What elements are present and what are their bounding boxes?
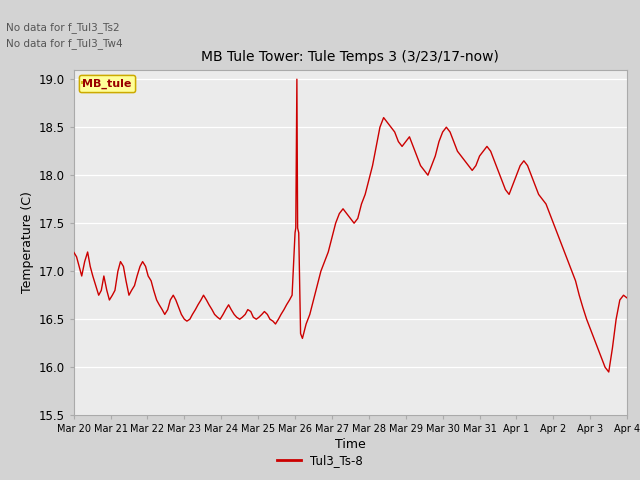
Title: MB Tule Tower: Tule Temps 3 (3/23/17-now): MB Tule Tower: Tule Temps 3 (3/23/17-now… [202,50,499,64]
Text: No data for f_Tul3_Ts2: No data for f_Tul3_Ts2 [6,22,120,33]
Legend: Tul3_Ts-8: Tul3_Ts-8 [273,449,367,472]
X-axis label: Time: Time [335,438,366,451]
Y-axis label: Temperature (C): Temperature (C) [21,192,35,293]
Legend: MB_tule: MB_tule [79,75,135,92]
Text: No data for f_Tul3_Tw4: No data for f_Tul3_Tw4 [6,38,123,49]
